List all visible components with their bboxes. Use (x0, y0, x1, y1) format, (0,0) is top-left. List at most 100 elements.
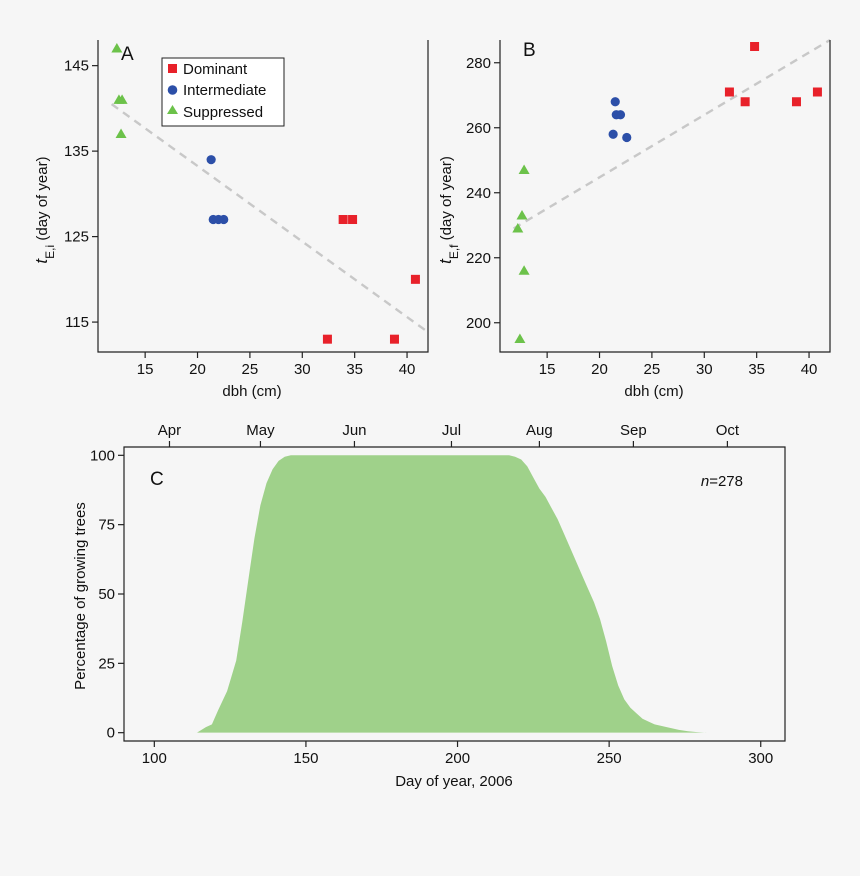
panel-c-month-label: Oct (716, 422, 740, 439)
panel-b-point-intermediate (610, 97, 620, 107)
panel-c-annotation: n=278 (701, 473, 743, 490)
panel-b-xtick-label: 20 (591, 361, 608, 378)
panel-c-xtick-label: 100 (142, 750, 167, 767)
legend-intermediate-label: Intermediate (183, 82, 266, 99)
panel-b-axes: 15 20 25 30 35 40 200 220 240 260 280 (466, 40, 831, 378)
panel-b-point-dominant (740, 97, 750, 107)
panel-c-xtick-label: 250 (597, 750, 622, 767)
panel-b-ylabel-rest: (day of year) (438, 156, 455, 244)
panel-a-point-suppressed (111, 43, 123, 53)
panel-b-ylabel-t: t (436, 258, 455, 264)
panel-b-xtick-label: 40 (801, 361, 818, 378)
panel-a-ytick-label: 115 (65, 314, 89, 331)
panel-b-point-suppressed (518, 265, 530, 275)
panel-c-xtick-label: 150 (293, 750, 318, 767)
panel-a-point-intermediate (206, 155, 216, 165)
panel-c-letter: C (150, 469, 164, 490)
panel-a-point-dominant (338, 215, 348, 225)
panel-c-month-label: May (246, 422, 275, 439)
legend-intermediate-marker (167, 85, 178, 95)
panel-a-trendline (110, 103, 427, 332)
panel-a-axes: 15 20 25 30 35 40 115 125 135 145 (64, 40, 429, 378)
panel-b-marks (512, 38, 831, 343)
panel-a-ytick-label: 145 (64, 58, 89, 75)
legend-box (161, 57, 285, 127)
panel-a-xtick-label: 40 (399, 361, 416, 378)
panel-c-area (196, 455, 707, 733)
panel-b-point-dominant (750, 42, 760, 51)
legend-dominant-label: Dominant (183, 61, 248, 78)
panel-b-ytick-label: 280 (466, 55, 491, 72)
panel-c-xtick-label: 200 (445, 750, 470, 767)
panel-c-month-label: Jun (342, 422, 366, 439)
panel-b-point-intermediate (615, 110, 626, 120)
panel-b-point-dominant (724, 87, 734, 97)
panel-b-ylabel-sub: E,f (447, 244, 461, 259)
panel-a-ytick-label: 135 (64, 143, 89, 160)
panel-c-month-label: Sep (620, 422, 647, 439)
legend: Dominant Intermediate Suppressed (161, 57, 285, 127)
panel-b-ytick-label: 260 (466, 120, 491, 137)
panel-c-month-label: Apr (158, 422, 181, 439)
panel-b-ytick-label: 200 (466, 315, 491, 332)
panel-c: 100 150 200 250 300 0 25 50 75 100 Apr May Jun Jul Aug… (72, 422, 786, 790)
panel-a-xtick-label: 30 (294, 361, 311, 378)
panel-b-point-dominant (812, 87, 822, 97)
panel-a-xlabel: dbh (cm) (222, 383, 281, 400)
panel-b-ylabel: tE,f (day of year) (436, 156, 461, 264)
panel-b-trendline (513, 38, 831, 230)
panel-b: 15 20 25 30 35 40 200 220 240 260 280 B dbh (cm) t… (436, 38, 831, 400)
panel-a-letter: A (121, 44, 134, 65)
panel-b-xtick-label: 30 (696, 361, 713, 378)
panel-a-marks (110, 43, 427, 344)
panel-a-xtick-label: 25 (242, 361, 259, 378)
panel-c-annotation-value: =278 (709, 473, 743, 490)
panel-a: 15 20 25 30 35 40 115 125 135 145 A dbh (cm) tE,i… (32, 40, 429, 400)
panel-c-marks (196, 455, 707, 733)
panel-c-axis-frame (123, 446, 786, 742)
panel-c-xlabel: Day of year, 2006 (395, 773, 513, 790)
panel-a-point-dominant (348, 215, 358, 225)
panel-c-ytick-label: 50 (98, 586, 115, 603)
panel-b-point-suppressed (516, 210, 528, 220)
panel-c-ytick-label: 75 (98, 517, 115, 534)
panel-b-xlabel: dbh (cm) (624, 383, 683, 400)
panel-a-point-suppressed (115, 128, 127, 139)
panel-a-point-suppressed (116, 94, 128, 104)
legend-suppressed-marker (167, 105, 178, 114)
panel-b-point-intermediate (608, 129, 618, 139)
panel-b-point-suppressed (518, 164, 530, 174)
panel-a-point-dominant (322, 334, 332, 344)
panel-a-xtick-label: 20 (189, 361, 206, 378)
panel-c-axes: 100 150 200 250 300 0 25 50 75 100 Apr May Jun Jul Aug… (90, 422, 786, 767)
panel-a-axis-frame (97, 40, 429, 353)
panel-b-ytick-label: 240 (466, 185, 491, 202)
panel-b-xtick-label: 15 (539, 361, 556, 378)
panel-b-point-dominant (791, 97, 801, 107)
panel-b-point-intermediate (622, 132, 632, 143)
panel-c-xtick-label: 300 (748, 750, 773, 767)
panel-b-axis-frame (499, 40, 831, 353)
panel-c-month-label: Jul (442, 422, 461, 439)
panel-c-ylabel: Percentage of growing trees (72, 502, 89, 690)
panel-a-ylabel-sub: E,i (43, 245, 57, 259)
panel-c-annotation-n: n (701, 473, 709, 490)
panel-a-xtick-label: 15 (137, 361, 154, 378)
panel-a-point-dominant (410, 274, 420, 284)
panel-b-ytick-label: 220 (466, 250, 491, 267)
legend-dominant-marker (168, 64, 177, 73)
panel-b-point-suppressed (512, 223, 524, 233)
panel-c-ytick-label: 0 (107, 725, 115, 742)
panel-a-ylabel-t: t (32, 258, 51, 264)
panel-b-point-suppressed (514, 333, 526, 343)
panel-b-xtick-label: 25 (644, 361, 661, 378)
panel-b-xtick-label: 35 (748, 361, 765, 378)
panel-a-point-intermediate (219, 214, 229, 225)
panel-a-xtick-label: 35 (346, 361, 363, 378)
legend-suppressed-label: Suppressed (183, 104, 263, 121)
panel-b-letter: B (523, 40, 536, 61)
panel-a-ylabel: tE,i (day of year) (32, 156, 57, 263)
panel-c-month-label: Aug (526, 422, 553, 439)
panel-a-point-dominant (389, 334, 399, 344)
